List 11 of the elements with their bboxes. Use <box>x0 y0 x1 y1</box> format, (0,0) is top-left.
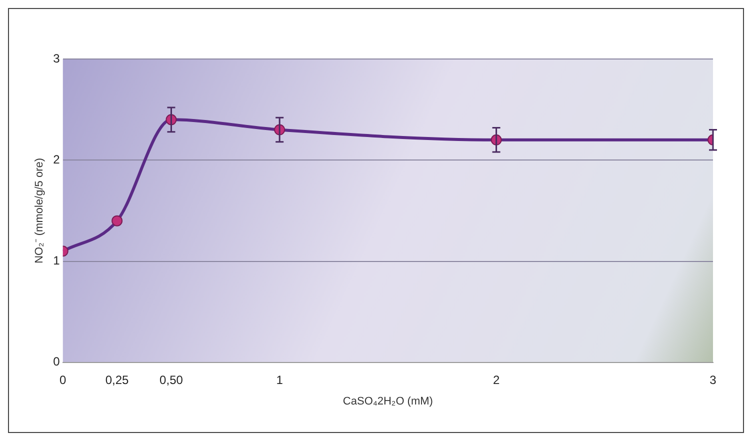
x-tick-label: 2 <box>492 372 500 387</box>
x-tick-label: 1 <box>276 372 284 387</box>
x-tick-label: 0,50 <box>160 372 184 387</box>
x-axis-title: CaSO₄2H₂O (mM) <box>342 395 433 408</box>
y-axis-title: NO₂⁻ (mmole/g/5 ore) <box>34 158 46 264</box>
y-tick-label: 0 <box>53 354 60 369</box>
y-tick-label: 3 <box>53 51 60 66</box>
x-tick-label: 0,25 <box>105 372 130 387</box>
y-tick-label: 2 <box>53 152 60 166</box>
y-tick-label: 1 <box>53 254 60 268</box>
x-tick-label: 3 <box>710 372 717 387</box>
